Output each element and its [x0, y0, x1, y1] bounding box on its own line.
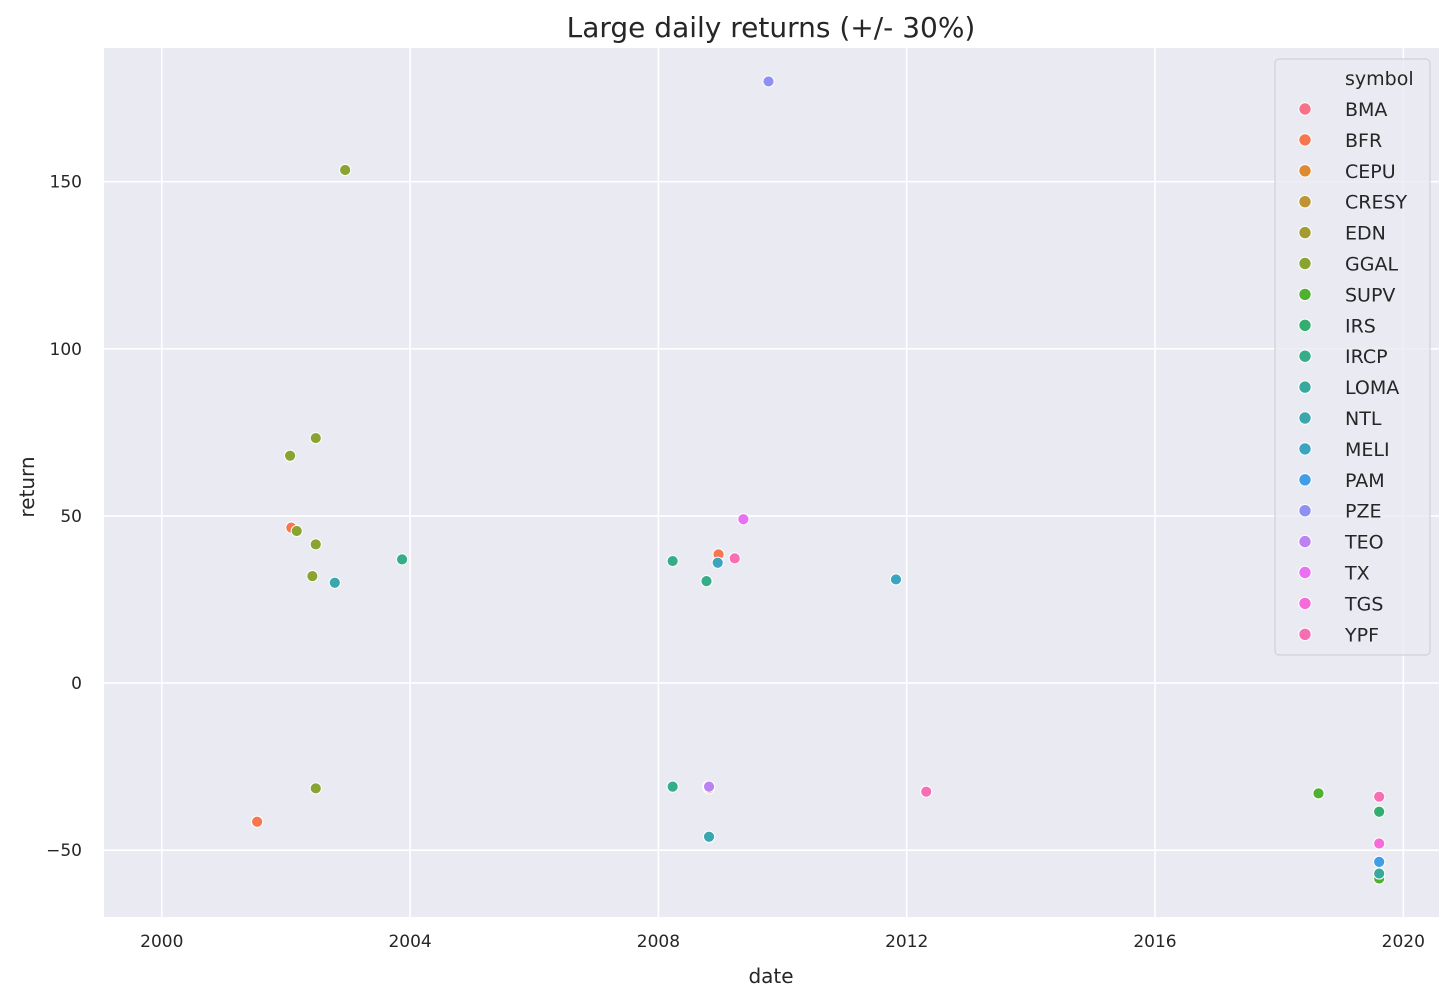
legend-box: [1274, 58, 1431, 656]
legend-marker: [1298, 596, 1312, 611]
legend-marker: [1298, 349, 1312, 363]
x-tick-label: 2020: [1382, 932, 1425, 952]
data-point: [1312, 787, 1325, 800]
data-point: [702, 780, 716, 793]
data-point: [339, 163, 352, 177]
legend-label: EDN: [1345, 223, 1386, 245]
legend-marker: [1298, 442, 1312, 456]
data-point: [328, 576, 341, 589]
legend-marker: [1298, 195, 1312, 209]
data-point: [889, 573, 903, 586]
data-point: [1373, 805, 1386, 818]
data-point: [309, 431, 322, 445]
legend-label: CRESY: [1345, 192, 1408, 214]
data-point: [284, 449, 297, 462]
data-point: [290, 524, 303, 538]
data-point: [251, 815, 264, 828]
data-point: [1373, 867, 1386, 880]
plot-area: [104, 48, 1439, 917]
data-point: [737, 513, 750, 526]
legend-label: TEO: [1344, 532, 1384, 554]
legend-label: MELI: [1345, 439, 1390, 461]
y-tick-label: 50: [60, 507, 82, 527]
x-tick-label: 2008: [637, 932, 680, 952]
legend-label: CEPU: [1345, 161, 1396, 183]
legend-marker: [1298, 504, 1312, 518]
data-point: [1373, 855, 1386, 868]
legend-marker: [1298, 411, 1312, 425]
legend-label: TGS: [1344, 593, 1383, 615]
legend-marker: [1298, 225, 1312, 240]
legend-label: LOMA: [1345, 377, 1399, 399]
data-point: [306, 569, 319, 583]
legend-marker: [1298, 102, 1312, 116]
data-point: [1373, 837, 1386, 850]
data-point: [1373, 790, 1386, 803]
legend-marker: [1298, 627, 1312, 641]
y-axis-label: return: [15, 456, 39, 517]
y-tick-label: 100: [50, 340, 82, 360]
x-tick-label: 2000: [140, 932, 183, 952]
legend-marker: [1298, 534, 1312, 549]
y-axis-ticks: −50 0 50 100 150: [46, 173, 82, 861]
data-point: [711, 556, 724, 569]
legend-label: IRS: [1345, 315, 1376, 337]
legend-marker: [1298, 473, 1312, 487]
legend-label: TX: [1344, 563, 1370, 585]
x-tick-label: 2004: [388, 932, 431, 952]
x-axis-label: date: [748, 964, 793, 988]
legend-label: IRCP: [1345, 346, 1388, 368]
y-tick-label: 0: [71, 674, 82, 694]
legend-marker: [1298, 318, 1312, 332]
data-point: [396, 553, 409, 566]
legend-marker: [1298, 256, 1312, 271]
legend-marker: [1298, 287, 1312, 302]
legend: symbol BMA BFR CEPU CRESY EDN GGAL SUPV IRS IRCP…: [1274, 58, 1431, 656]
legend-label: PZE: [1345, 501, 1381, 523]
chart-title: Large daily returns (+/- 30%): [567, 11, 976, 44]
data-point: [700, 574, 713, 588]
x-tick-label: 2016: [1133, 932, 1176, 952]
data-point: [666, 554, 679, 568]
data-point: [728, 552, 741, 565]
legend-label: SUPV: [1345, 284, 1395, 306]
legend-label: PAM: [1345, 470, 1385, 492]
legend-label: BMA: [1345, 99, 1387, 121]
legend-label: GGAL: [1345, 254, 1398, 276]
data-points: [251, 75, 1386, 885]
legend-marker: [1298, 565, 1312, 580]
x-axis-ticks: 2000 2004 2008 2012 2016 2020: [140, 932, 1425, 952]
legend-label: YPF: [1344, 624, 1379, 646]
legend-marker: [1298, 380, 1312, 394]
data-point: [309, 782, 322, 795]
data-point: [309, 538, 322, 551]
data-point: [762, 75, 775, 88]
legend-items: BMA BFR CEPU CRESY EDN GGAL SUPV IRS IRCP LOMA NTL…: [1298, 99, 1408, 646]
legend-marker: [1298, 133, 1312, 147]
y-tick-label: −50: [46, 841, 82, 861]
legend-marker: [1298, 164, 1312, 178]
legend-title: symbol: [1345, 68, 1414, 90]
data-point: [920, 785, 933, 798]
legend-label: NTL: [1345, 408, 1382, 430]
legend-label: BFR: [1345, 130, 1382, 152]
y-tick-label: 150: [50, 173, 82, 193]
x-tick-label: 2012: [885, 932, 928, 952]
data-point: [666, 780, 679, 793]
data-point: [702, 830, 716, 843]
